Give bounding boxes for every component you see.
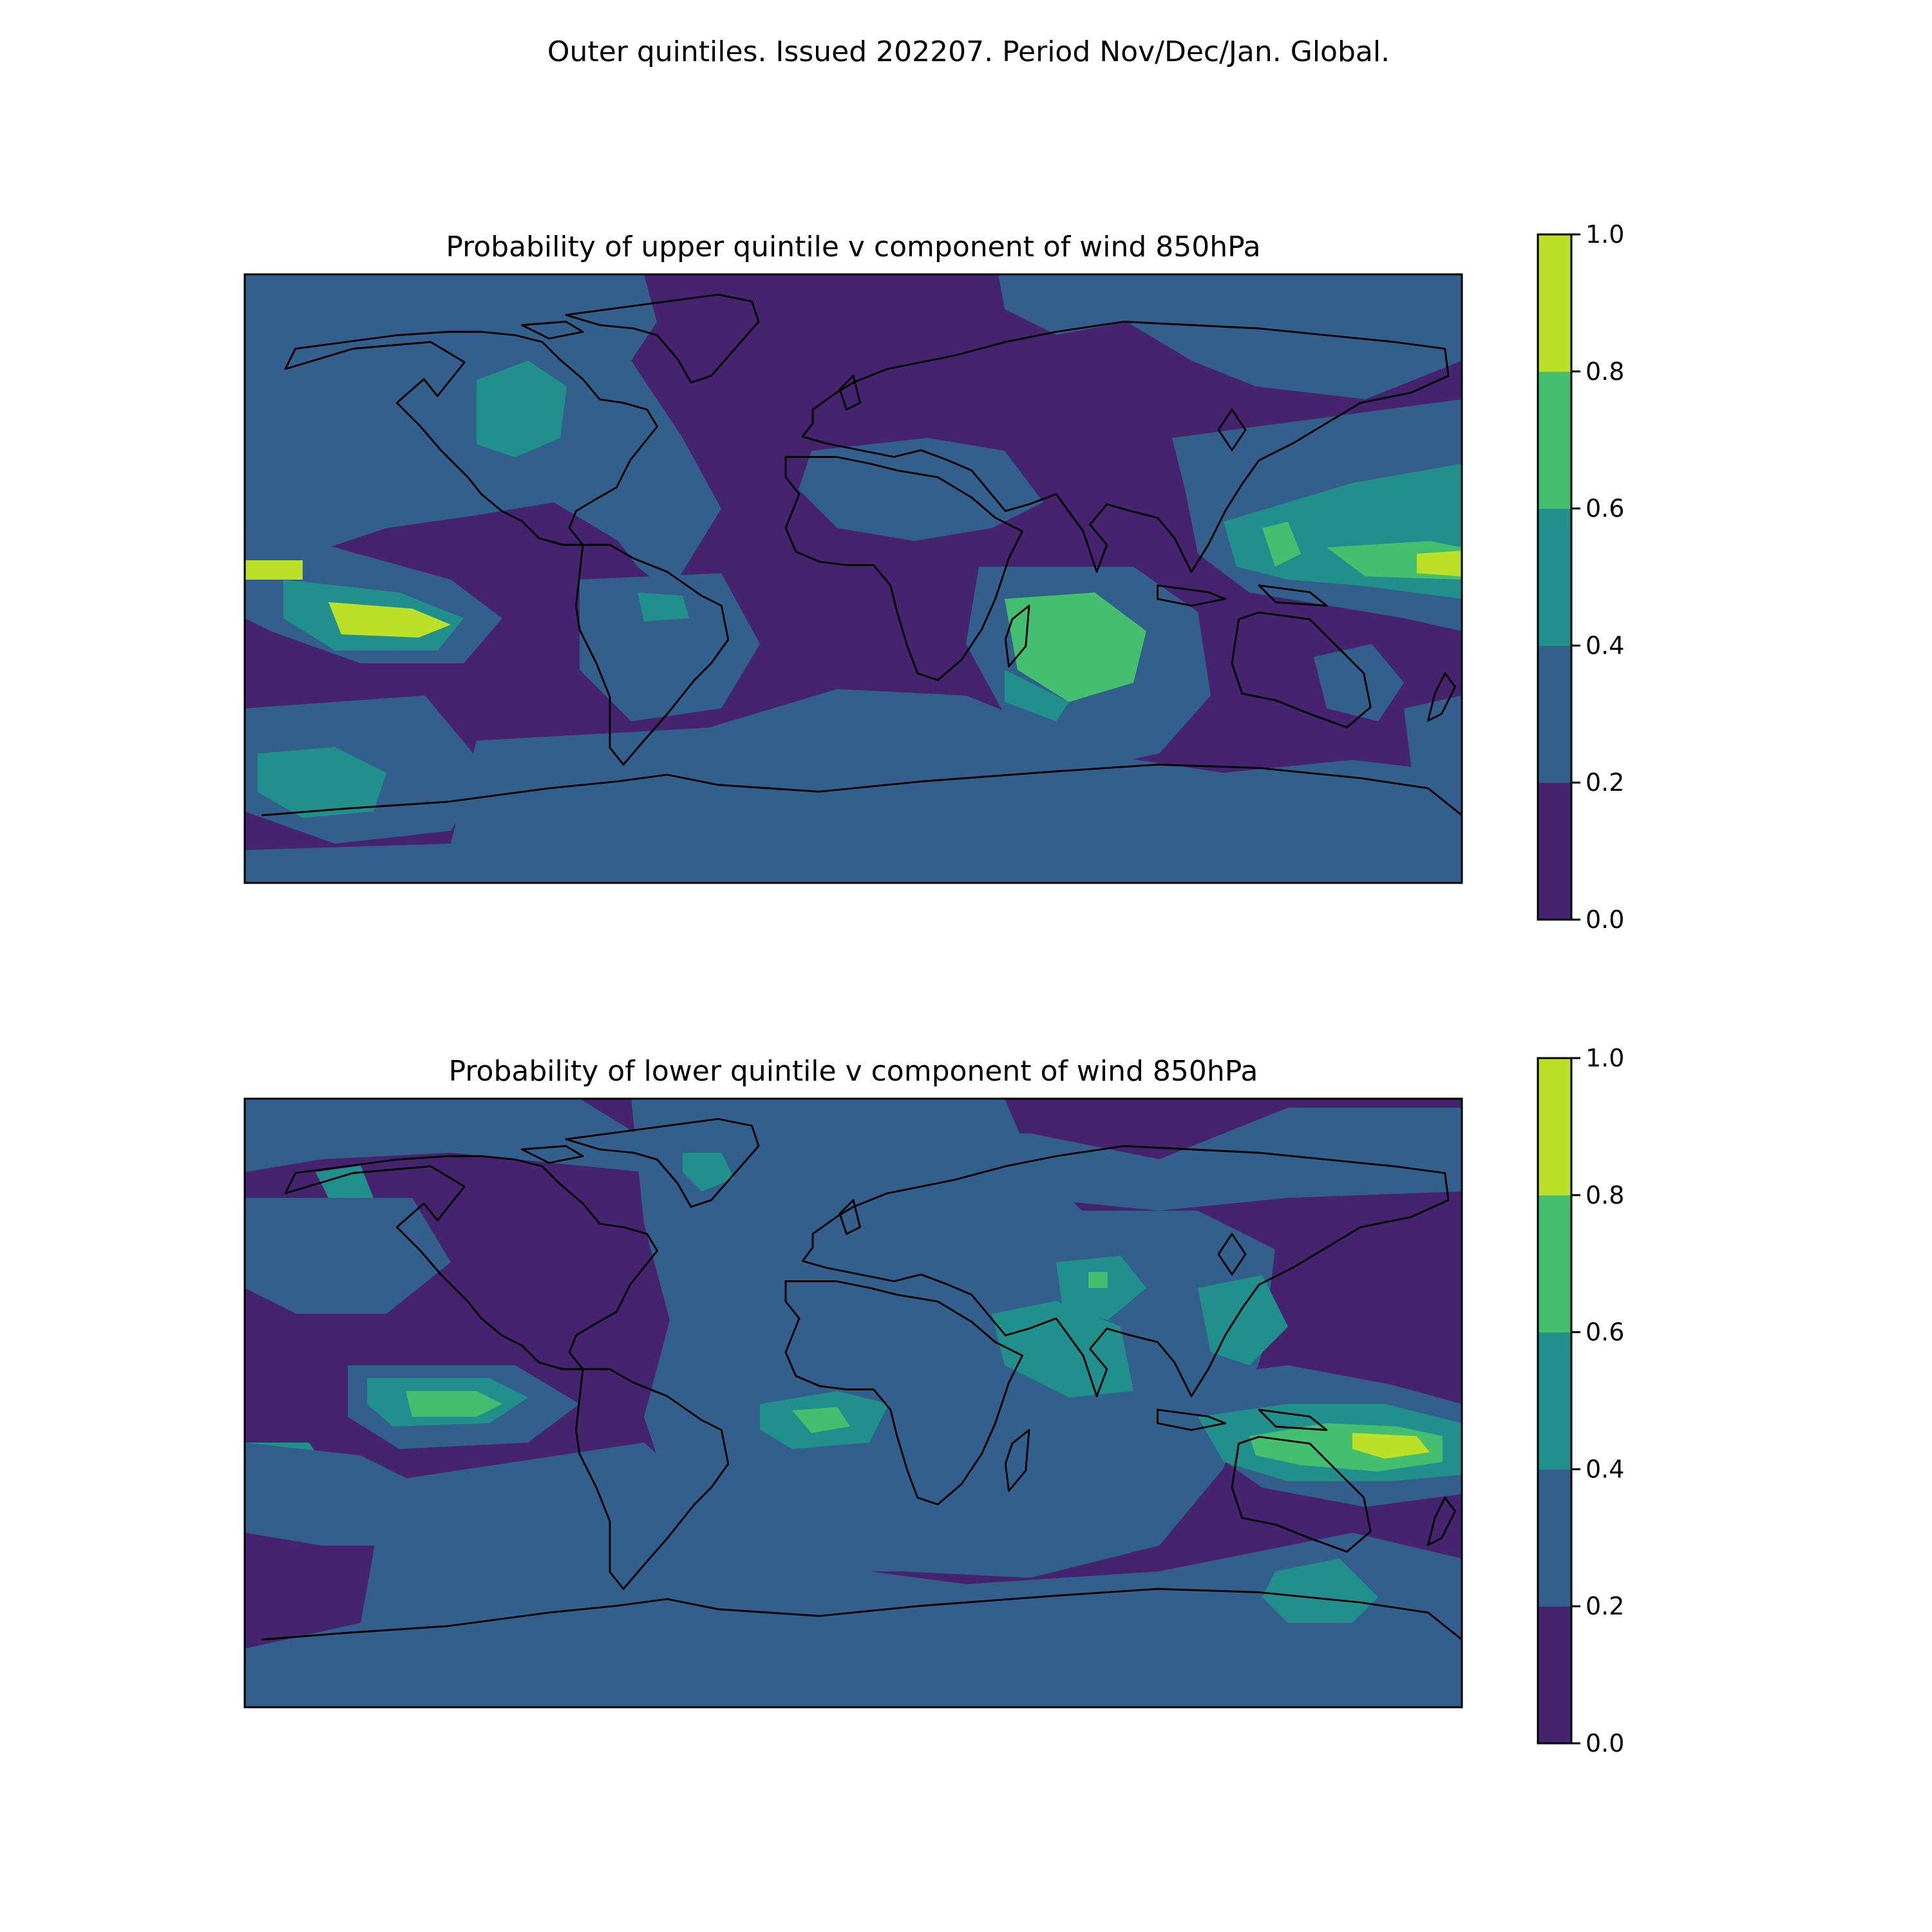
region-arctic-europe — [245, 1099, 1462, 1211]
region-nz-east — [1404, 696, 1462, 811]
colorbar1-tick-label: 0.0 — [1586, 905, 1624, 934]
region-amazon — [580, 573, 760, 721]
region-tibet-peak — [1088, 1272, 1108, 1288]
colorbar2-tick-label: 0.6 — [1586, 1318, 1624, 1347]
region-atlantic-africa-indian — [631, 1099, 1275, 1578]
colorbar2-segment — [1538, 1469, 1571, 1607]
region-west-pacific-edge — [245, 560, 303, 580]
region-south-pacific-strip — [245, 1443, 438, 1546]
colorbar2: 0.0 0.2 0.4 0.6 0.8 1.0 — [1537, 1044, 1624, 1757]
region-arctic-siberia — [998, 274, 1462, 399]
region-southern-ocean-band — [245, 689, 1462, 883]
colorbar2-tick-label: 1.0 — [1586, 1044, 1624, 1072]
colorbar2-segment — [1538, 1195, 1571, 1333]
colorbar1-segment — [1538, 508, 1571, 646]
colorbar1: 0.0 0.2 0.4 0.6 0.8 1.0 — [1537, 220, 1624, 934]
region-greenland — [683, 1153, 734, 1191]
region-madagascar-rim — [1005, 670, 1069, 721]
colorbar2-segment — [1538, 1606, 1571, 1744]
colorbar2-segment — [1538, 1332, 1571, 1470]
region-new-guinea-peak — [1352, 1433, 1430, 1459]
colorbar1-tick-label: 1.0 — [1586, 220, 1624, 249]
region-australia — [1314, 644, 1404, 721]
panel1-title: Probability of upper quintile v componen… — [446, 231, 1260, 263]
panel1-field — [245, 274, 1462, 883]
region-north-pacific-strip — [245, 1198, 451, 1314]
panel2-field — [245, 1099, 1462, 1707]
panel2-title: Probability of lower quintile v componen… — [449, 1055, 1258, 1088]
region-south-pacific-core — [258, 747, 386, 818]
figure-suptitle: Outer quintiles. Issued 202207. Period N… — [547, 35, 1390, 68]
colorbar2-frame — [1537, 1057, 1573, 1745]
region-amazon-core — [638, 592, 689, 621]
colorbar1-segment — [1538, 234, 1571, 372]
panel1-map — [245, 274, 1462, 883]
region-south-of-australia — [1262, 1558, 1378, 1623]
region-west-pacific-green — [1262, 522, 1301, 567]
region-madagascar — [1005, 592, 1146, 702]
region-east-china — [1198, 1275, 1288, 1365]
colorbar2-segment — [1538, 1058, 1571, 1196]
colorbar1-tick-label: 0.6 — [1586, 495, 1624, 523]
panel2-frame — [243, 1097, 1463, 1709]
colorbar1-tick-label: 0.4 — [1586, 631, 1624, 659]
colorbar2-tick-label: 0.4 — [1586, 1455, 1624, 1483]
region-arabian-sea — [992, 1301, 1133, 1397]
region-canada-patch — [477, 361, 567, 457]
colorbar2-tick-label: 0.0 — [1586, 1729, 1624, 1757]
region-sahara-arabia — [799, 438, 1043, 541]
region-west-africa-peak — [792, 1407, 850, 1433]
colorbar2-tick-label: 0.2 — [1586, 1592, 1624, 1620]
region-central-pacific-peak — [328, 602, 451, 638]
panel1-frame — [243, 273, 1463, 884]
panel2-map — [245, 1099, 1462, 1707]
region-west-pacific-peak — [1417, 551, 1462, 576]
colorbar1-tick-label: 0.2 — [1586, 768, 1624, 797]
colorbar1-segment — [1538, 645, 1571, 783]
colorbar1-tick-label: 0.8 — [1586, 357, 1624, 386]
colorbar1-segment — [1538, 371, 1571, 509]
region-east-of-hawaii-peak — [406, 1391, 502, 1417]
region-southern-midlatitudes — [245, 1443, 1462, 1707]
colorbar1-segment — [1538, 782, 1571, 920]
colorbar2-tick-label: 0.8 — [1586, 1181, 1624, 1209]
colorbar1-frame — [1537, 233, 1573, 921]
